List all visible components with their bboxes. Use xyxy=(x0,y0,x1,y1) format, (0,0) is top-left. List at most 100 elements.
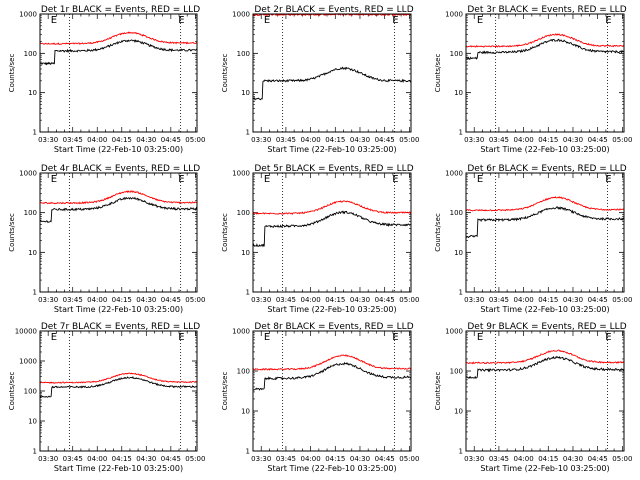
series-lld-line xyxy=(39,31,198,45)
panel-title: Det 4r BLACK = Events, RED = LLD xyxy=(41,164,200,174)
x-tick-label: 04:00 xyxy=(301,296,321,304)
y-axis-label: Counts/sec xyxy=(434,54,442,93)
panel-det-9r: Det 9r BLACK = Events, RED = LLD Counts/s… xyxy=(434,322,632,473)
y-tick-label: 1000 xyxy=(232,170,250,178)
x-tick-label: 04:15 xyxy=(325,455,345,463)
y-tick-label: 1 xyxy=(33,448,37,456)
x-tick-label: 03:30 xyxy=(38,136,58,144)
x-tick-label: 05:00 xyxy=(612,296,632,304)
plot-frame xyxy=(252,13,412,133)
x-axis-label: Start Time (22-Feb-10 03:25:00) xyxy=(267,464,396,473)
y-tick-label: 100 xyxy=(237,368,250,376)
annotation-e: E xyxy=(477,15,483,26)
x-tick-label: 04:15 xyxy=(538,136,558,144)
annotation-e: E xyxy=(51,332,57,343)
x-tick-label: 04:30 xyxy=(563,136,583,144)
y-axis-label: Counts/sec xyxy=(8,213,16,252)
series-events-line xyxy=(252,210,412,248)
x-tick-label: 04:30 xyxy=(350,296,370,304)
x-tick-label: 04:30 xyxy=(350,455,370,463)
panel-title: Det 7r BLACK = Events, RED = LLD xyxy=(41,322,200,332)
x-tick-label: 03:45 xyxy=(489,296,509,304)
series-lld-line xyxy=(465,33,625,48)
x-tick-label: 03:30 xyxy=(464,455,484,463)
x-tick-label: 04:00 xyxy=(514,296,534,304)
series-events-line xyxy=(252,361,412,391)
annotation-e: E xyxy=(51,15,57,26)
panel-det-8r: Det 8r BLACK = Events, RED = LLD Counts/s… xyxy=(221,322,419,473)
plot-frame xyxy=(39,172,198,293)
x-tick-label: 04:15 xyxy=(325,296,345,304)
x-axis-label: Start Time (22-Feb-10 03:25:00) xyxy=(54,305,183,314)
panel-det-5r: Det 5r BLACK = Events, RED = LLD Counts/s… xyxy=(221,164,419,314)
x-tick-label: 04:15 xyxy=(538,296,558,304)
x-tick-label: 03:30 xyxy=(464,296,484,304)
y-tick-label: 10 xyxy=(28,89,37,97)
y-tick-label: 1 xyxy=(459,129,463,137)
x-tick-label: 03:45 xyxy=(63,296,83,304)
x-tick-label: 03:45 xyxy=(63,455,83,463)
x-axis-label: Start Time (22-Feb-10 03:25:00) xyxy=(54,145,183,154)
x-tick-label: 03:45 xyxy=(63,136,83,144)
panel-det-2r: Det 2r BLACK = Events, RED = LLD Counts/s… xyxy=(221,5,419,154)
x-tick-label: 05:00 xyxy=(612,136,632,144)
y-tick-label: 100 xyxy=(24,50,37,58)
y-tick-label: 10 xyxy=(28,418,37,426)
x-tick-label: 03:45 xyxy=(276,296,296,304)
x-tick-label: 05:00 xyxy=(185,136,205,144)
x-tick-label: 04:15 xyxy=(112,136,132,144)
x-tick-label: 03:45 xyxy=(276,455,296,463)
x-tick-label: 04:30 xyxy=(563,455,583,463)
series-lld-line xyxy=(465,349,625,365)
y-tick-label: 100 xyxy=(237,209,250,217)
x-tick-label: 04:30 xyxy=(136,296,156,304)
panel-title: Det 2r BLACK = Events, RED = LLD xyxy=(254,5,413,15)
y-tick-label: 1 xyxy=(246,448,250,456)
x-tick-label: 04:00 xyxy=(87,296,107,304)
y-axis-label: Counts/sec xyxy=(221,54,229,93)
annotation-e: E xyxy=(477,174,483,185)
x-axis-label: Start Time (22-Feb-10 03:25:00) xyxy=(480,145,609,154)
plot-frame xyxy=(252,330,412,452)
annotation-e: E xyxy=(605,15,611,26)
y-tick-label: 10 xyxy=(241,408,250,416)
y-tick-label: 10000 xyxy=(15,328,37,336)
x-tick-label: 04:45 xyxy=(588,136,608,144)
x-tick-label: 04:00 xyxy=(514,455,534,463)
x-tick-label: 03:30 xyxy=(38,455,58,463)
x-tick-label: 04:45 xyxy=(161,296,181,304)
series-lld-line xyxy=(465,196,625,212)
y-tick-label: 10 xyxy=(454,408,463,416)
plot-frame xyxy=(465,13,625,133)
plot-frame xyxy=(39,13,198,133)
annotation-e: E xyxy=(264,174,270,185)
x-tick-label: 05:00 xyxy=(612,455,632,463)
x-tick-label: 04:45 xyxy=(588,455,608,463)
annotation-e: E xyxy=(605,174,611,185)
y-tick-label: 1000 xyxy=(232,11,250,19)
x-tick-label: 05:00 xyxy=(399,455,419,463)
x-tick-label: 04:30 xyxy=(136,455,156,463)
x-tick-label: 04:00 xyxy=(514,136,534,144)
y-tick-label: 100 xyxy=(237,50,250,58)
plot-frame xyxy=(465,330,625,452)
x-tick-label: 04:15 xyxy=(538,455,558,463)
x-axis-label: Start Time (22-Feb-10 03:25:00) xyxy=(54,464,183,473)
x-tick-label: 04:30 xyxy=(563,296,583,304)
y-tick-label: 1000 xyxy=(445,328,463,336)
plot-frame xyxy=(39,330,198,452)
series-lld-line xyxy=(39,372,198,384)
annotation-e: E xyxy=(264,332,270,343)
x-tick-label: 04:45 xyxy=(375,136,395,144)
panel-det-7r: Det 7r BLACK = Events, RED = LLD Counts/s… xyxy=(8,322,205,473)
x-tick-label: 04:45 xyxy=(161,455,181,463)
panel-det-6r: Det 6r BLACK = Events, RED = LLD Counts/s… xyxy=(434,164,632,314)
annotation-e: E xyxy=(392,332,398,343)
annotation-e: E xyxy=(178,332,184,343)
x-tick-label: 04:15 xyxy=(325,136,345,144)
series-events-line xyxy=(465,38,625,60)
panel-title: Det 8r BLACK = Events, RED = LLD xyxy=(254,322,413,332)
series-events-line xyxy=(39,196,198,224)
x-tick-label: 04:45 xyxy=(161,136,181,144)
x-tick-label: 05:00 xyxy=(185,296,205,304)
